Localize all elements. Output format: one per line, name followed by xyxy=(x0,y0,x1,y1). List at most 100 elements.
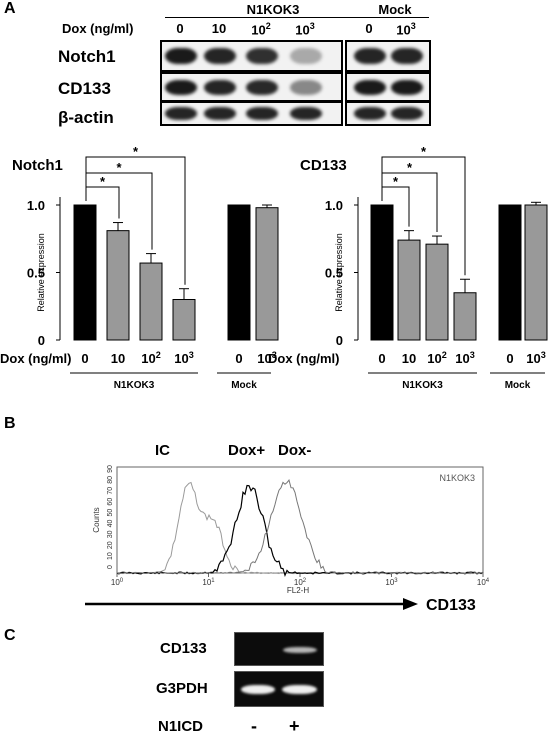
y-tick-label: 0 xyxy=(38,333,45,348)
wb-blot-strip xyxy=(160,101,343,126)
y-axis-label: Counts xyxy=(92,507,101,532)
bar xyxy=(139,262,163,341)
y-axis-label: Relative expression xyxy=(36,233,46,312)
y-tick-label: 60 xyxy=(107,498,114,506)
x-tick-label: 103 xyxy=(455,350,475,366)
bar-chart-notch1: Notch1 Relative expression 0 0.5 1.0 * * * Dox (… xyxy=(0,144,279,391)
wb-band xyxy=(290,48,322,64)
y-tick-label: 30 xyxy=(107,530,114,538)
bar xyxy=(255,207,279,341)
x-tick-label: 0 xyxy=(81,351,88,366)
significance-star: * xyxy=(421,144,427,159)
bar xyxy=(106,230,130,341)
x-tick-label: 102 xyxy=(294,578,307,587)
x-tick-label: 100 xyxy=(111,578,124,587)
significance-star: * xyxy=(407,160,413,175)
x-tick-label: 103 xyxy=(385,578,398,587)
x-axis-label: FL2-H xyxy=(287,586,309,595)
y-tick-label: 80 xyxy=(107,476,114,484)
y-tick-label: 70 xyxy=(107,487,114,495)
bar-chart-cd133: CD133 Relative expression 0 0.5 1.0 * * * Dox (n… xyxy=(268,144,548,391)
chart-title: CD133 xyxy=(300,157,347,174)
significance-star: * xyxy=(393,174,399,189)
wb-group-label-n1kok3: N1KOK3 xyxy=(246,2,300,17)
wb-band xyxy=(290,79,322,95)
panel-letter-a: A xyxy=(4,0,16,17)
wb-group-label-mock: Mock xyxy=(378,2,412,17)
y-tick-label: 40 xyxy=(107,519,114,527)
x-tick-label: 102 xyxy=(427,350,447,366)
wb-dose-label: 0 xyxy=(176,21,184,36)
y-tick-label: 0.5 xyxy=(325,266,343,281)
wb-band xyxy=(391,48,423,64)
gel-band-cd133-plus xyxy=(283,647,317,653)
x-tick-label: 101 xyxy=(202,578,215,587)
wb-dose-label: 10 xyxy=(211,21,227,36)
wb-band xyxy=(354,79,386,95)
histogram-curve-dox-minus xyxy=(116,479,484,575)
y-tick-label: 20 xyxy=(107,541,114,549)
wb-band xyxy=(204,48,236,64)
bar xyxy=(453,292,477,341)
wb-row-label-cd133: CD133 xyxy=(58,79,111,98)
significance-star: * xyxy=(100,174,106,189)
cd133-arrow-label: CD133 xyxy=(426,597,476,614)
wb-group-line-n1kok3 xyxy=(165,17,425,18)
wb-band xyxy=(246,107,278,120)
wb-band xyxy=(354,48,386,64)
x-tick-label: 103 xyxy=(257,350,277,366)
wb-dose-label: 0 xyxy=(365,21,373,36)
significance-star: * xyxy=(116,160,122,175)
wb-blot-strip xyxy=(160,40,343,72)
gel-lane-plus: + xyxy=(289,716,300,736)
histogram-frame xyxy=(116,466,484,574)
y-tick-label: 10 xyxy=(107,552,114,560)
x-tick-label: 103 xyxy=(174,350,194,366)
inset-label: N1KOK3 xyxy=(439,473,475,483)
wb-band xyxy=(290,107,322,120)
group-label: Mock xyxy=(231,380,257,391)
y-tick-label: 50 xyxy=(107,509,114,517)
wb-row-label-beta-actin: β-actin xyxy=(58,108,114,127)
x-tick-label: 102 xyxy=(141,350,161,366)
wb-dox-label: Dox (ng/ml) xyxy=(62,21,134,36)
gel-image-cd133 xyxy=(234,632,324,666)
bar xyxy=(498,204,522,341)
x-axis-label: Dox (ng/ml) xyxy=(0,351,72,366)
wb-dose-label: 103 xyxy=(396,21,416,38)
group-label: Mock xyxy=(505,380,531,391)
panel-letter-b: B xyxy=(4,415,16,432)
significance-bracket xyxy=(85,156,186,285)
gel-band-g3pdh-minus xyxy=(241,685,275,694)
y-tick-label: 0 xyxy=(336,333,343,348)
gel-image-g3pdh xyxy=(234,671,324,707)
wb-band xyxy=(391,107,423,120)
bar xyxy=(370,204,394,341)
gel-row-label-cd133: CD133 xyxy=(160,640,207,657)
y-tick-label: 1.0 xyxy=(27,198,45,213)
wb-blot-strip xyxy=(345,101,431,126)
curve-label-dox-plus: Dox+ xyxy=(228,442,266,459)
wb-band xyxy=(246,79,278,95)
group-label: N1KOK3 xyxy=(402,380,443,391)
x-tick-label: 103 xyxy=(526,350,546,366)
panel-letter-c: C xyxy=(4,627,16,644)
wb-blot-strip xyxy=(345,40,431,72)
y-tick-label: 90 xyxy=(107,465,114,473)
x-tick-label: 0 xyxy=(235,351,242,366)
wb-band xyxy=(204,79,236,95)
bar xyxy=(172,299,196,341)
significance-star: * xyxy=(133,144,139,159)
x-axis-label: Dox (ng/ml) xyxy=(268,351,340,366)
y-tick-label: 1.0 xyxy=(325,198,343,213)
y-axis-label: Relative expression xyxy=(334,233,344,312)
cd133-arrow-head xyxy=(403,598,418,610)
y-tick-label: 0.5 xyxy=(27,266,45,281)
wb-blot-strip xyxy=(345,72,431,102)
wb-band xyxy=(165,48,197,64)
x-tick-label: 0 xyxy=(378,351,385,366)
wb-dose-label: 103 xyxy=(295,21,315,38)
flow-histogram: N1KOK3 0 10 20 30 40 50 60 70 80 90 Counts 100 101 102… xyxy=(85,465,490,614)
gel-row-label-g3pdh: G3PDH xyxy=(156,680,208,697)
x-tick-label: 10 xyxy=(111,351,125,366)
